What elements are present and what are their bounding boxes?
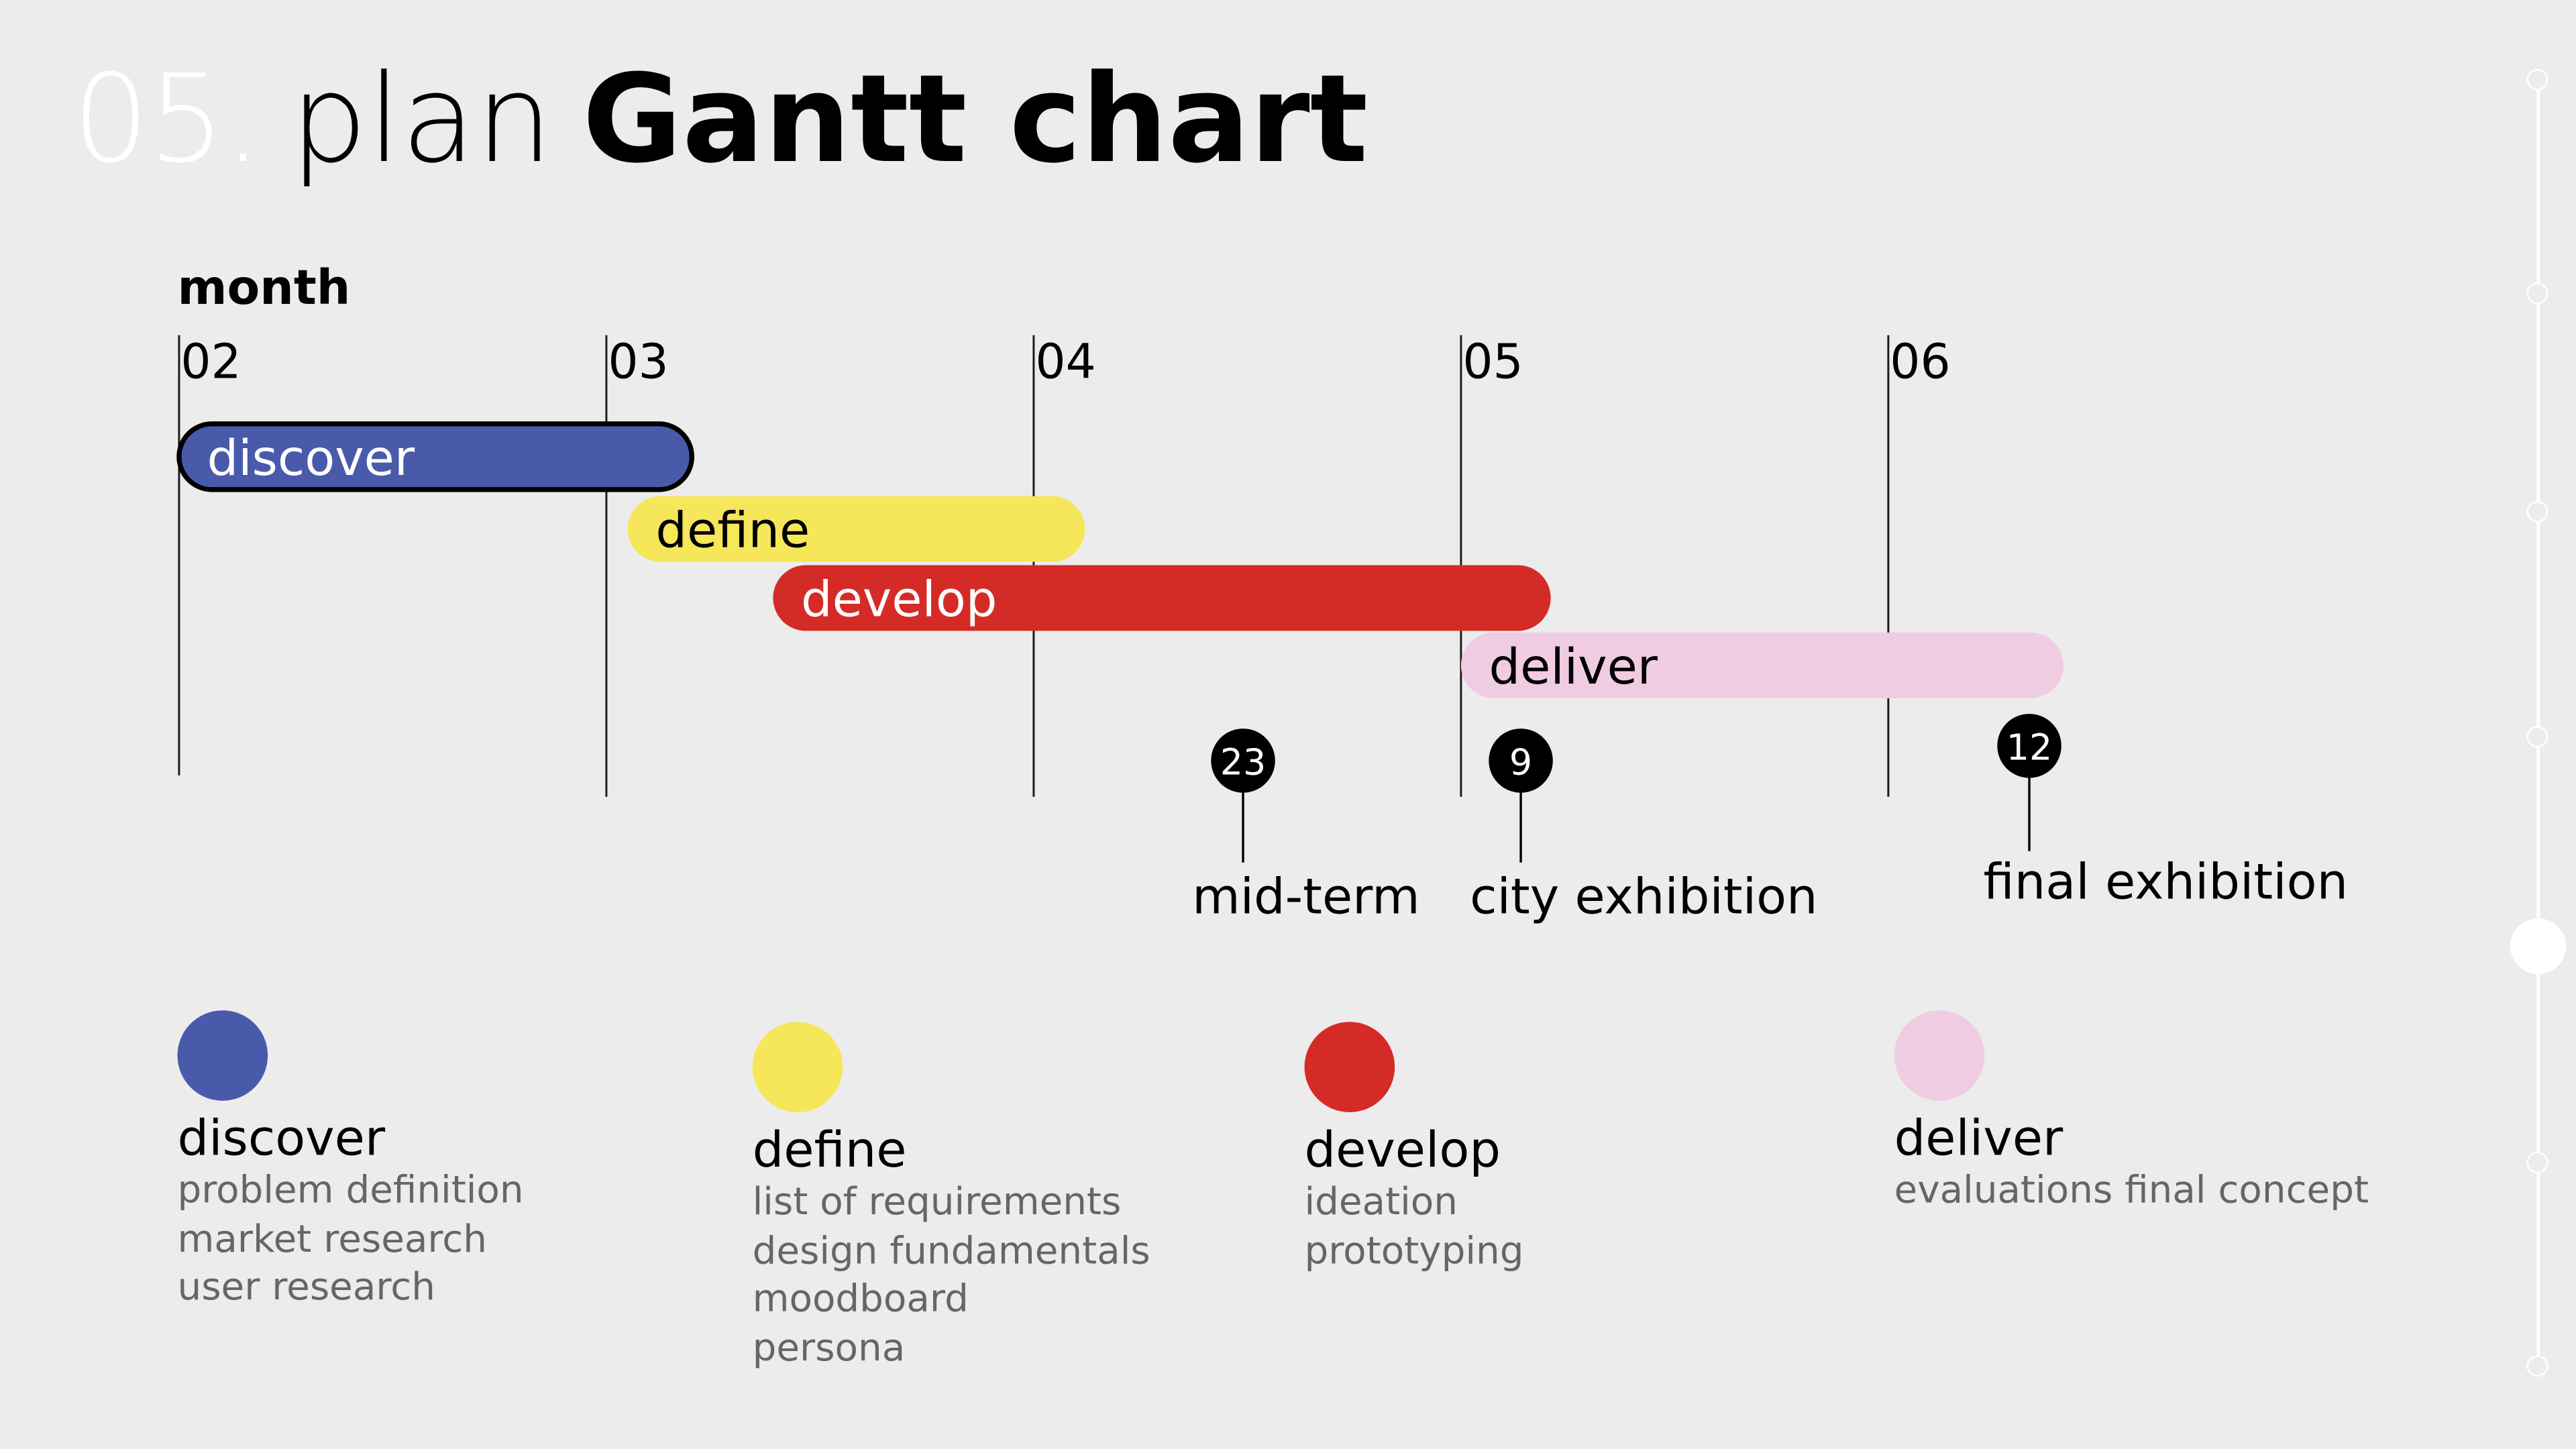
legend-name-develop: develop <box>1304 1122 1501 1180</box>
task-bar-discover: discover <box>176 421 694 492</box>
task-bar-deliver: deliver <box>1460 632 2064 698</box>
progress-node[interactable] <box>2527 68 2548 90</box>
milestone-day: 23 <box>1220 741 1267 784</box>
milestone-mid-term: 23 mid-term <box>1192 729 1420 926</box>
milestone-label: city exhibition <box>1470 869 1817 926</box>
slide-progress-rail <box>2536 78 2539 1367</box>
legend-develop: develop ideation prototyping <box>1304 1022 1523 1277</box>
legend-name-discover: discover <box>177 1110 386 1169</box>
legend-item: evaluations final concept <box>1894 1169 2369 1213</box>
legend-item: ideation <box>1304 1181 1458 1224</box>
milestone-label: mid-term <box>1192 869 1420 926</box>
legend-discover: discover problem definition market resea… <box>177 1010 524 1313</box>
legend-dot-define <box>752 1022 843 1112</box>
progress-node[interactable] <box>2527 1150 2548 1173</box>
page-title: 05. plan Gantt chart <box>72 59 1368 191</box>
progress-node[interactable] <box>2527 1354 2548 1377</box>
milestone-day: 9 <box>1509 741 1532 784</box>
legend-desc-develop: ideation prototyping <box>1304 1179 1523 1276</box>
title-prefix: plan <box>290 49 553 191</box>
legend-dot-deliver <box>1894 1010 1985 1101</box>
task-bars: discover define develop deliver <box>176 421 2064 698</box>
milestone-city-exhibition: 9 city exhibition <box>1470 729 1818 926</box>
progress-node[interactable] <box>2527 500 2548 522</box>
month-tick-label: 03 <box>608 333 668 389</box>
task-bar-label: develop <box>801 571 997 628</box>
legend-desc-deliver: evaluations final concept <box>1894 1168 2369 1216</box>
milestone-day: 12 <box>2006 727 2053 769</box>
legend-dot-discover <box>177 1010 268 1101</box>
section-number: 05. <box>72 49 262 191</box>
legend-item: user research <box>177 1267 435 1309</box>
task-bar-develop: develop <box>773 565 1551 631</box>
legend-desc-discover: problem definition market research user … <box>177 1168 523 1313</box>
milestones: 23 mid-term 9 city exhibition 12 final exhibi… <box>1192 714 2348 926</box>
milestone-label: final exhibition <box>1983 854 2348 911</box>
legend-item: list of requirements <box>752 1181 1122 1224</box>
legend-dot-develop <box>1304 1022 1395 1112</box>
month-tick-label: 04 <box>1035 333 1095 389</box>
month-tick-label: 05 <box>1462 333 1523 389</box>
legend-name-deliver: deliver <box>1894 1110 2063 1169</box>
axis-title: month <box>177 260 350 315</box>
legend-item: market research <box>177 1218 487 1261</box>
milestone-final-exhibition: 12 final exhibition <box>1983 714 2348 911</box>
legend-item: moodboard <box>752 1278 969 1321</box>
legend-item: prototyping <box>1304 1230 1524 1273</box>
legend-name-define: define <box>752 1122 907 1180</box>
milestone-marker <box>1997 714 2061 778</box>
milestone-marker <box>1489 729 1553 793</box>
task-bar-label: define <box>655 502 810 559</box>
task-bar-label: discover <box>207 430 415 487</box>
legend-item: problem definition <box>177 1169 524 1213</box>
task-bar-label: deliver <box>1489 639 1658 696</box>
legend-item: design fundamentals <box>752 1230 1150 1273</box>
month-tick-label: 06 <box>1890 333 1950 389</box>
legend-deliver: deliver evaluations final concept <box>1894 1010 2369 1216</box>
progress-node-active[interactable] <box>2510 918 2566 975</box>
milestone-marker <box>1211 729 1275 793</box>
task-bar-rect <box>176 421 694 492</box>
legend-define: define list of requirements design funda… <box>752 1022 1150 1373</box>
month-tick-label: 02 <box>180 333 241 389</box>
task-bar-define: define <box>627 496 1085 562</box>
task-bar-rect <box>773 565 1551 631</box>
task-bar-rect <box>1460 632 2064 698</box>
title-main: Gantt chart <box>582 49 1368 191</box>
progress-node[interactable] <box>2527 725 2548 747</box>
task-bar-rect <box>627 496 1085 562</box>
progress-node[interactable] <box>2527 282 2548 303</box>
legend-desc-define: list of requirements design fundamentals… <box>753 1179 1150 1373</box>
legend-item: persona <box>752 1326 906 1370</box>
